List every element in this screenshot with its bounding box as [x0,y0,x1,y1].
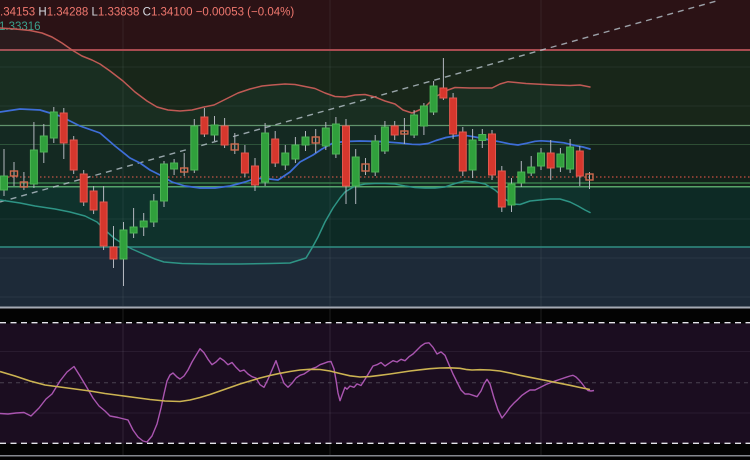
svg-text:.34153 H1.34288 L1.33838 C1.: .34153 H1.34288 L1.33838 C1.34100 −0.000… [0,7,294,19]
